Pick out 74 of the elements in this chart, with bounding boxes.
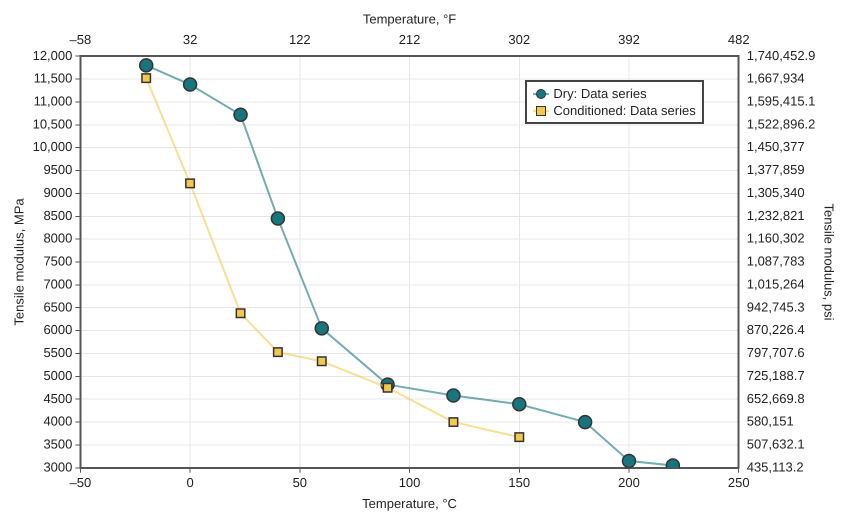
y-tick-label: 8500 xyxy=(43,208,72,223)
y-tick-label: 5000 xyxy=(43,368,72,383)
point xyxy=(446,388,461,403)
x2-tick-label: –58 xyxy=(70,32,92,47)
legend-label: Conditioned: Data series xyxy=(553,102,696,120)
y-tick-label: 11,000 xyxy=(34,94,72,109)
y2-tick-label: 652,669.8 xyxy=(746,390,805,406)
y-tick-label: 10,000 xyxy=(32,139,72,154)
point xyxy=(236,308,246,318)
y-tick-label: 6000 xyxy=(43,322,72,338)
y2-tick-label: 1,087,783 xyxy=(746,254,805,269)
y2-tick-label: 435,113.2 xyxy=(746,459,804,474)
x-tick-label: 50 xyxy=(292,475,308,490)
point xyxy=(138,58,154,73)
x2-tick-label: 302 xyxy=(508,32,530,47)
y-tick-label: 5500 xyxy=(43,345,72,360)
y2-tick-label: 1,667,934 xyxy=(746,70,805,86)
y2-tick-label: 1,015,264 xyxy=(746,276,805,292)
y-tick-label: 7000 xyxy=(43,276,72,292)
y-tick-label: 3000 xyxy=(43,459,72,474)
point xyxy=(182,77,198,92)
point xyxy=(272,347,283,358)
y2-tick-label: 1,450,377 xyxy=(746,139,805,154)
y2-tick-label: 725,188.7 xyxy=(746,368,805,383)
y-tick-label: 7500 xyxy=(43,254,72,269)
x-tick-label: 100 xyxy=(398,475,420,490)
y-tick-label: 10,500 xyxy=(32,116,72,132)
point xyxy=(448,417,458,428)
x-tick-label: –50 xyxy=(70,475,92,490)
y-tick-label: 4000 xyxy=(43,414,72,429)
point xyxy=(185,178,196,188)
x2-tick-label: 212 xyxy=(398,32,420,47)
y-tick-label: 8000 xyxy=(43,230,72,246)
y2-tick-label: 1,160,302 xyxy=(746,230,805,246)
x2-axis-title: Temperature, °F xyxy=(362,11,456,26)
y2-tick-label: 870,226.4 xyxy=(746,322,805,338)
x-tick-label: 250 xyxy=(728,475,750,490)
x-tick-label: 150 xyxy=(508,475,530,490)
x-tick-label: 200 xyxy=(618,475,640,490)
y2-tick-label: 1,522,896.2 xyxy=(746,116,816,132)
point xyxy=(270,211,286,226)
y-axis-title: Tensile modulus, MPa xyxy=(11,198,26,326)
x2-tick-label: 122 xyxy=(288,32,311,47)
x2-tick-label: 482 xyxy=(728,32,750,47)
y-tick-label: 9500 xyxy=(43,162,72,178)
y-tick-label: 12,000 xyxy=(32,48,72,63)
y-tick-label: 9000 xyxy=(43,184,72,200)
legend-label: Dry: Data series xyxy=(553,85,647,102)
x2-tick-label: 32 xyxy=(182,32,198,47)
x-tick-label: 0 xyxy=(186,475,194,490)
y-tick-label: 3500 xyxy=(43,436,72,452)
point xyxy=(622,454,636,468)
y2-axis-title: Tensile modulus, psi xyxy=(822,203,837,321)
y-tick-label: 11,500 xyxy=(34,70,72,86)
y-tick-label: 6500 xyxy=(43,299,72,314)
y2-tick-label: 1,305,340 xyxy=(746,184,805,200)
point xyxy=(233,107,248,122)
y2-tick-label: 580,151 xyxy=(746,414,794,429)
point xyxy=(512,396,527,412)
point xyxy=(316,356,327,366)
y2-tick-label: 507,632.1 xyxy=(746,436,805,452)
x2-tick-label: 392 xyxy=(618,32,640,47)
y2-tick-label: 1,740,452.9 xyxy=(746,48,816,63)
y2-tick-label: 797,707.6 xyxy=(746,345,805,360)
point xyxy=(314,321,330,336)
point xyxy=(578,414,592,430)
y2-tick-label: 942,745.3 xyxy=(746,299,805,314)
x-axis-title: Temperature, °C xyxy=(362,496,457,511)
point xyxy=(141,73,152,84)
point xyxy=(514,432,524,442)
y2-tick-label: 1,377,859 xyxy=(746,162,805,178)
y-tick-label: 4500 xyxy=(43,390,72,406)
y2-tick-label: 1,232,821 xyxy=(746,208,805,223)
y2-tick-label: 1,595,415.1 xyxy=(746,94,816,109)
